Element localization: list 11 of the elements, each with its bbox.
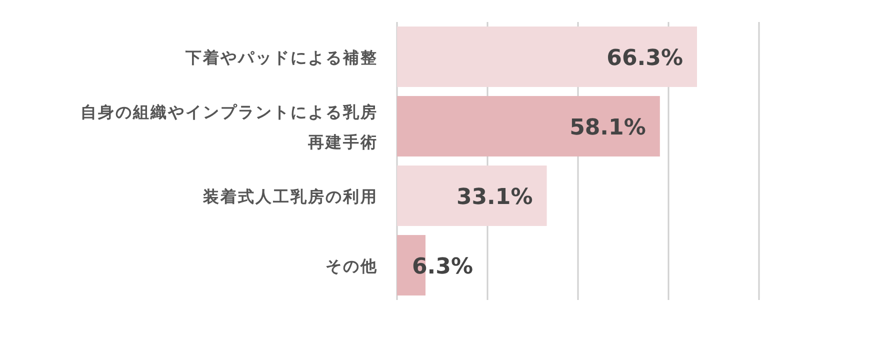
y-tick-label: 下着やパッドによる補整 xyxy=(184,48,378,67)
data-label: 58.1% xyxy=(570,115,646,140)
data-label: 66.3% xyxy=(606,46,684,71)
bar xyxy=(397,26,698,87)
y-tick-label: その他 xyxy=(326,256,378,276)
bar xyxy=(397,96,660,156)
y-tick-label: 装着式人工乳房の利用 xyxy=(202,186,378,206)
bar xyxy=(397,166,547,226)
y-tick-label: 自身の組織やインプラントによる乳房再建手術 xyxy=(80,102,378,152)
data-label: 33.1% xyxy=(456,184,533,210)
data-label: 6.3% xyxy=(412,254,474,280)
